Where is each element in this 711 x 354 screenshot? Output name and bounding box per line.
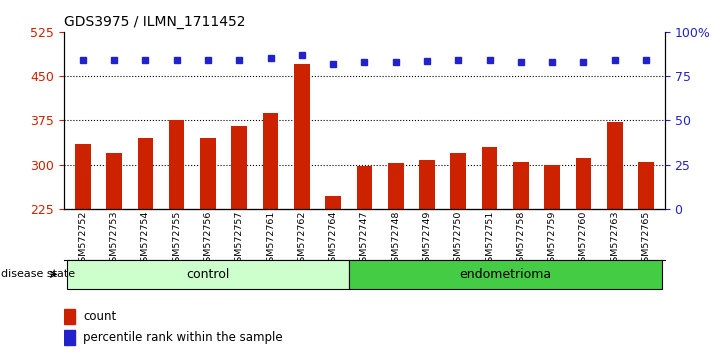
Bar [64, 309, 75, 324]
Text: GSM572758: GSM572758 [516, 210, 525, 268]
Bar [348, 260, 662, 289]
Bar [262, 113, 278, 209]
Bar [545, 165, 560, 209]
Text: GSM572760: GSM572760 [579, 210, 588, 268]
Bar [200, 138, 215, 209]
Bar [169, 120, 184, 209]
Bar [231, 126, 247, 209]
Text: GSM572752: GSM572752 [78, 210, 87, 268]
Text: GSM572762: GSM572762 [297, 210, 306, 268]
Text: GSM572753: GSM572753 [109, 210, 119, 268]
Bar [356, 166, 373, 209]
Bar [75, 144, 90, 209]
Text: GSM572755: GSM572755 [172, 210, 181, 268]
Text: GSM572761: GSM572761 [266, 210, 275, 268]
Bar [137, 138, 153, 209]
Text: control: control [186, 268, 230, 281]
Text: GSM572754: GSM572754 [141, 210, 150, 268]
Bar [294, 64, 309, 209]
Text: GSM572757: GSM572757 [235, 210, 244, 268]
Bar [638, 162, 654, 209]
Text: count: count [83, 310, 117, 323]
Text: GSM572751: GSM572751 [485, 210, 494, 268]
Text: GSM572750: GSM572750 [454, 210, 463, 268]
Bar [513, 162, 529, 209]
Bar [325, 196, 341, 209]
Text: percentile rank within the sample: percentile rank within the sample [83, 331, 283, 344]
Text: GSM572765: GSM572765 [641, 210, 651, 268]
Bar [419, 160, 435, 209]
Bar [607, 122, 623, 209]
Text: GSM572748: GSM572748 [391, 210, 400, 268]
Bar [482, 147, 498, 209]
Text: disease state: disease state [1, 269, 75, 279]
Text: GSM572747: GSM572747 [360, 210, 369, 268]
Text: GSM572764: GSM572764 [328, 210, 338, 268]
Text: GSM572756: GSM572756 [203, 210, 213, 268]
Text: GDS3975 / ILMN_1711452: GDS3975 / ILMN_1711452 [64, 16, 245, 29]
Bar [576, 158, 592, 209]
Bar [64, 330, 75, 345]
Bar [106, 153, 122, 209]
Bar [67, 260, 348, 289]
Text: endometrioma: endometrioma [459, 268, 551, 281]
Bar [451, 153, 466, 209]
Text: GSM572759: GSM572759 [547, 210, 557, 268]
Text: GSM572763: GSM572763 [610, 210, 619, 268]
Text: GSM572749: GSM572749 [422, 210, 432, 268]
Bar [388, 164, 404, 209]
